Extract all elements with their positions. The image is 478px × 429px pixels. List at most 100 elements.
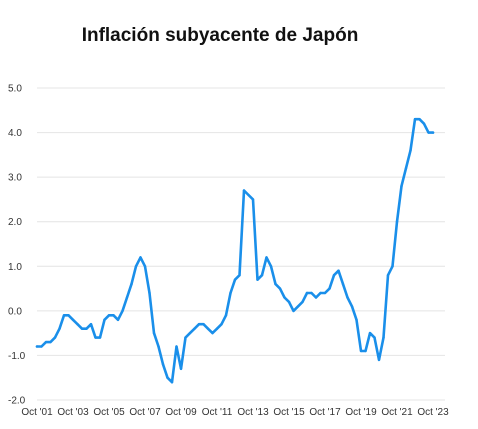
data-point [188,331,192,335]
data-point [404,167,408,170]
data-point [242,189,246,192]
series-line-core-inflation [35,117,435,384]
data-point [323,291,327,295]
x-tick-label: Oct '13 [237,407,269,418]
data-point [346,296,349,299]
data-point [170,381,174,384]
x-tick-label: Oct '03 [57,407,89,418]
chart-title: Inflación subyacente de Japón [81,25,359,46]
data-point [80,327,84,330]
data-point [265,256,268,259]
data-point [418,118,421,121]
data-point [121,309,124,313]
y-tick-label: 4.0 [8,128,22,139]
y-axis-ticks: -2.0 -1.0 0.0 1.0 2.0 3.0 4.0 5.0 [8,84,26,407]
data-point [382,336,385,339]
data-point [179,367,183,370]
data-point [143,265,147,268]
data-point [328,287,331,290]
x-tick-label: Oct '21 [381,407,413,418]
data-point [67,314,70,317]
data-point [62,314,66,317]
x-tick-label: Oct '11 [202,407,233,418]
data-point [89,323,93,326]
data-point [148,291,151,295]
y-tick-label: 5.0 [8,84,22,95]
data-point [85,327,88,330]
data-point [238,274,241,277]
data-point [256,278,259,281]
data-point [211,331,214,335]
data-point [391,265,394,268]
data-point [44,340,48,344]
x-tick-label: Oct '09 [165,407,197,418]
data-point [359,349,363,353]
x-tick-label: Oct '05 [93,407,125,418]
data-point [296,305,300,308]
data-point [49,340,52,344]
data-point [305,291,309,295]
data-point [341,282,345,286]
data-point [71,318,75,321]
data-point [409,149,412,152]
x-tick-label: Oct '19 [345,407,377,418]
data-point [103,318,106,321]
data-point [332,274,336,277]
data-point [278,287,282,290]
data-point [301,300,304,304]
data-point [269,265,273,268]
data-point [251,198,255,201]
data-point [107,314,111,317]
x-tick-label: Oct '23 [417,407,449,418]
data-point [337,269,340,272]
data-point [287,300,291,304]
x-tick-label: Oct '17 [309,407,341,418]
data-point [94,336,97,339]
data-point [40,345,43,348]
data-point [427,131,430,134]
data-point [116,318,120,321]
data-point [184,336,187,339]
y-tick-label: 2.0 [8,217,22,228]
data-point [161,363,165,366]
data-point [386,274,390,277]
data-point [224,314,228,317]
data-point [283,296,286,299]
y-tick-label: 0.0 [8,306,22,317]
data-point [53,336,57,339]
data-point [373,336,376,339]
data-point [98,336,102,339]
data-point [139,256,142,259]
data-point [193,327,196,330]
data-point [112,314,115,317]
data-point [125,296,129,299]
x-axis-ticks: Oct '01 Oct '03 Oct '05 Oct '07 Oct '09 Oct '… [21,407,449,418]
x-tick-label: Oct '07 [129,407,161,418]
data-point [233,278,237,281]
data-point [319,291,322,295]
data-point [220,323,223,326]
data-point [292,309,295,313]
data-point [206,327,210,330]
data-point [400,184,403,188]
data-point [152,331,156,335]
x-tick-label: Oct '01 [21,407,53,418]
x-tick-label: Oct '15 [273,407,305,418]
data-point [314,296,318,299]
data-point [247,193,250,197]
y-tick-label: -2.0 [8,396,26,407]
data-point [157,345,160,348]
data-point [215,327,219,330]
data-point [350,305,354,308]
data-point [229,291,232,295]
y-tick-label: 1.0 [8,262,22,273]
data-point [35,345,39,348]
data-point [76,323,79,326]
data-point [368,331,372,335]
data-point [377,358,381,362]
data-point [130,282,133,286]
data-point [364,349,367,353]
data-point [355,318,358,321]
